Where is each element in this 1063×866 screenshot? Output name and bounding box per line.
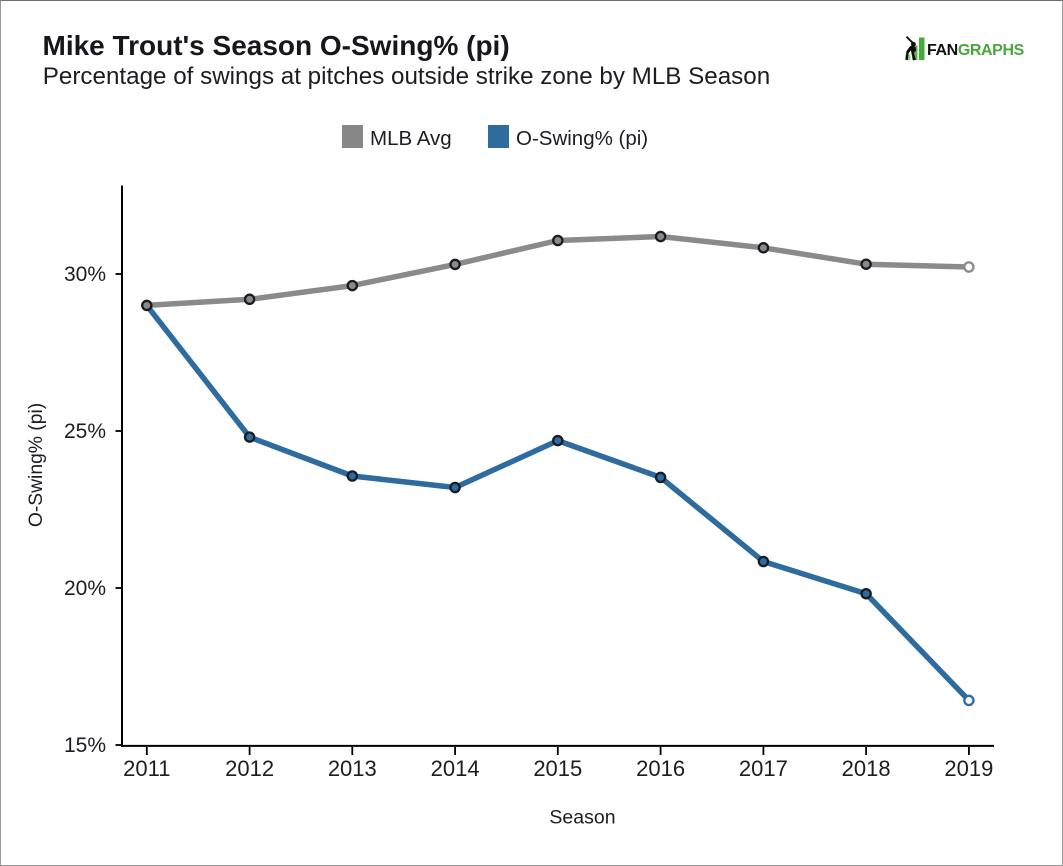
svg-text:2018: 2018	[842, 756, 891, 781]
svg-text:30%: 30%	[64, 263, 106, 286]
svg-text:2013: 2013	[328, 756, 377, 781]
svg-text:2015: 2015	[533, 756, 582, 781]
svg-text:2011: 2011	[123, 756, 170, 781]
svg-text:25%: 25%	[64, 420, 106, 443]
svg-text:2019: 2019	[944, 756, 993, 781]
svg-text:20%: 20%	[64, 577, 106, 600]
svg-text:2012: 2012	[225, 756, 274, 781]
svg-text:Season: Season	[549, 807, 615, 829]
svg-text:2016: 2016	[636, 756, 685, 781]
svg-text:O-Swing% (pi): O-Swing% (pi)	[26, 403, 47, 527]
svg-text:2014: 2014	[431, 756, 480, 781]
svg-text:2017: 2017	[739, 756, 788, 781]
svg-text:15%: 15%	[64, 734, 106, 757]
